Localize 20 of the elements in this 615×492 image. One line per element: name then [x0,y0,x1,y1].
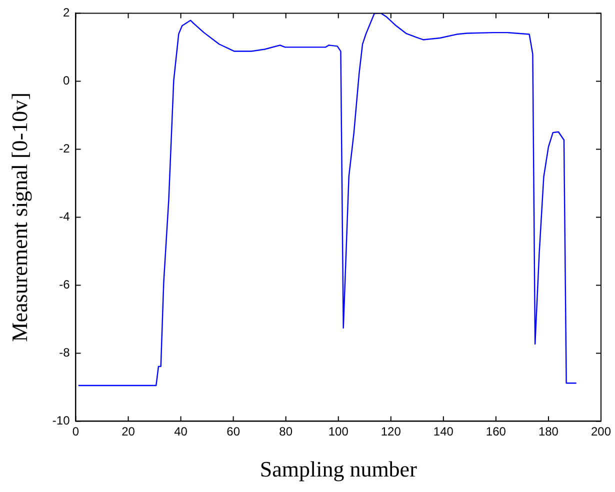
x-tick-label: 160 [486,424,506,439]
y-axis-title: Measurement signal [0-10v] [6,92,32,342]
y-tick-label: -8 [59,346,70,360]
y-tick-label: -6 [59,278,70,292]
x-tick-label: 0 [72,424,80,439]
x-tick-label: 200 [590,424,612,439]
x-tick-label: 180 [538,424,559,439]
x-tick-label: 120 [380,424,402,439]
y-tick-label: -2 [59,142,70,156]
x-tick-label: 100 [328,424,349,439]
x-tick-label: 140 [433,424,454,439]
y-tick-label: -10 [52,414,70,428]
y-tick-label: 0 [63,74,70,88]
x-tick-label: 60 [226,424,240,439]
y-tick-label: 2 [63,6,70,20]
x-tick-label: 20 [122,424,136,439]
x-axis-title: Sampling number [260,456,418,482]
x-tick-label: 80 [279,424,293,439]
y-tick-label: -4 [59,210,70,224]
x-tick-label: 40 [174,424,188,439]
